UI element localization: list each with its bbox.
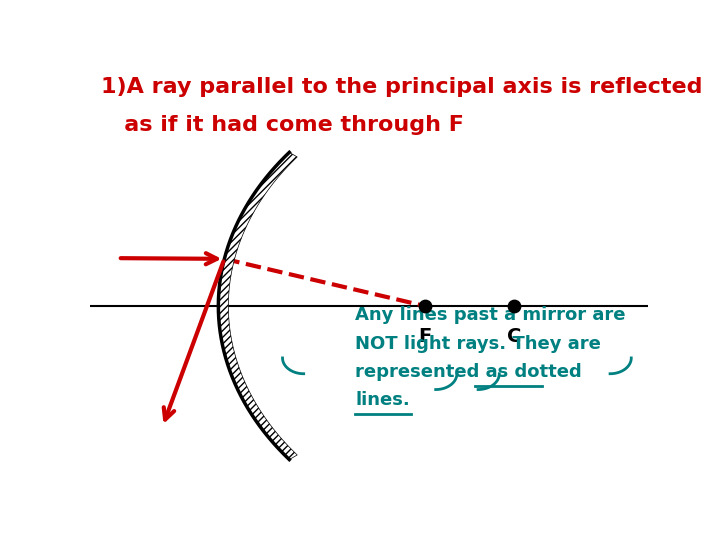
Text: NOT light rays. They are: NOT light rays. They are: [355, 335, 601, 353]
Text: lines.: lines.: [355, 391, 410, 409]
Text: represented as dotted: represented as dotted: [355, 363, 582, 381]
Text: Any lines past a mirror are: Any lines past a mirror are: [355, 306, 626, 325]
Text: F: F: [418, 327, 431, 346]
Point: [508, 302, 520, 310]
Text: C: C: [507, 327, 521, 346]
Polygon shape: [218, 152, 297, 460]
Text: as if it had come through F: as if it had come through F: [101, 114, 464, 134]
Point: [419, 302, 431, 310]
Text: 1)A ray parallel to the principal axis is reflected: 1)A ray parallel to the principal axis i…: [101, 77, 703, 97]
